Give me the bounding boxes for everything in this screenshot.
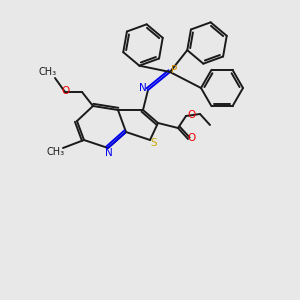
Text: O: O [188, 133, 196, 143]
Text: CH₃: CH₃ [47, 147, 65, 157]
Text: O: O [187, 110, 195, 120]
Text: P: P [171, 65, 177, 75]
Text: N: N [105, 148, 113, 158]
Text: O: O [61, 86, 69, 96]
Text: S: S [151, 138, 157, 148]
Text: N: N [139, 83, 147, 93]
Text: CH₃: CH₃ [39, 67, 57, 77]
